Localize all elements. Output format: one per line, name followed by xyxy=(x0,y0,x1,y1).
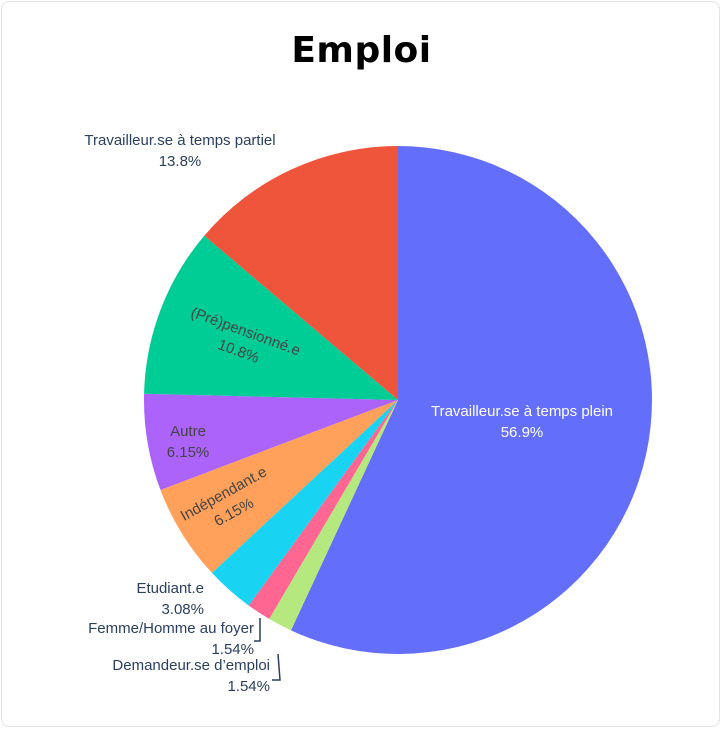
pie-slice[interactable] xyxy=(204,146,398,400)
slice-label: Autre 6.15% xyxy=(167,423,210,461)
pie-slice[interactable] xyxy=(290,146,652,654)
pie-slice[interactable] xyxy=(269,400,398,631)
pie-slice[interactable] xyxy=(211,400,398,606)
slice-label: Travailleur.se à temps plein 56.9% xyxy=(431,403,613,441)
label-leader-line xyxy=(272,653,281,681)
slice-label: Etudiant.e 3.08% xyxy=(136,580,204,618)
slice-label: Travailleur.se à temps partiel 13.8% xyxy=(84,132,275,170)
slice-label: Femme/Homme au foyer 1.54% xyxy=(88,620,254,658)
slice-label: Demandeur.se d’emploi 1.54% xyxy=(112,657,270,695)
pie-slice[interactable] xyxy=(144,393,398,490)
label-leader-line xyxy=(254,618,261,642)
pie-slice[interactable] xyxy=(144,235,398,400)
chart-title: Emploi xyxy=(291,30,432,71)
pie-slice[interactable] xyxy=(248,400,398,619)
pie-slice[interactable] xyxy=(160,400,398,573)
pie-slices xyxy=(144,146,652,654)
